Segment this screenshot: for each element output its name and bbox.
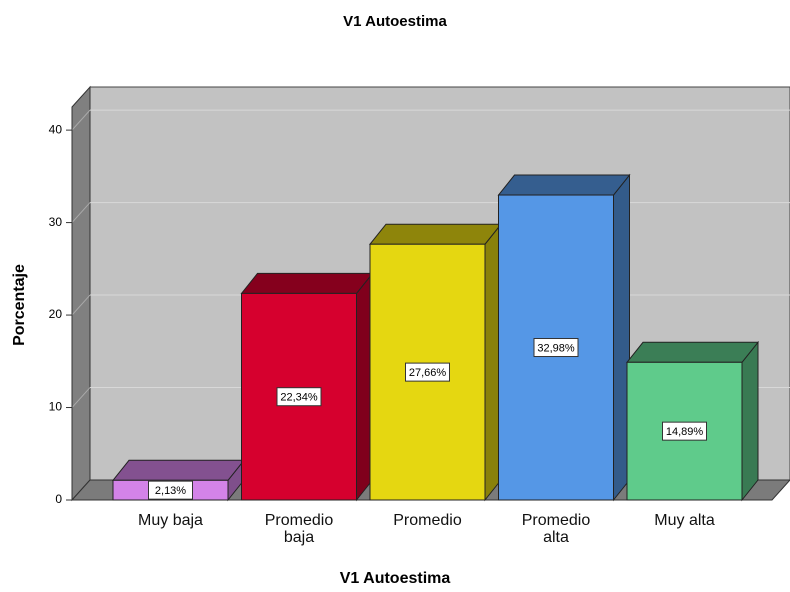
bar-top: [111, 459, 246, 481]
chart-title: V1 Autoestima: [343, 13, 447, 30]
value-label: 32,98%: [537, 342, 575, 354]
y-tick-label: 30: [49, 215, 63, 229]
y-axis-label: Porcentaje: [11, 264, 28, 346]
grid-line: [71, 387, 91, 408]
value-label-box: [276, 387, 322, 407]
x-tick-label: Muy baja: [138, 512, 203, 529]
y-tick-label: 40: [49, 122, 63, 136]
value-label-box: [662, 421, 707, 441]
grid-line: [71, 202, 91, 223]
bar-side: [741, 340, 759, 502]
value-label-box: [533, 338, 579, 358]
value-label: 22,34%: [280, 392, 318, 404]
bar-top: [368, 223, 503, 245]
bar-top: [497, 174, 631, 196]
side-wall: [71, 85, 91, 502]
value-label-box: [148, 480, 193, 500]
x-axis-label: V1 Autoestima: [340, 570, 451, 587]
y-tick-label: 10: [49, 400, 63, 414]
bar-top: [625, 341, 760, 363]
x-tick-label: Promedio baja: [264, 512, 334, 546]
bar-top: [240, 272, 374, 294]
value-label: 27,66%: [409, 367, 447, 379]
y-tick-label: 20: [49, 307, 63, 321]
x-tick-label: Promedio: [393, 512, 462, 529]
x-tick-label: Muy alta: [654, 512, 715, 529]
x-tick-label: Promedio alta: [521, 512, 591, 546]
value-label: 2,13%: [155, 485, 186, 497]
grid-line: [71, 109, 91, 131]
value-label: 14,89%: [666, 426, 704, 438]
value-label-box: [405, 362, 450, 382]
y-tick-label: 0: [55, 492, 62, 506]
grid-line: [71, 294, 91, 316]
